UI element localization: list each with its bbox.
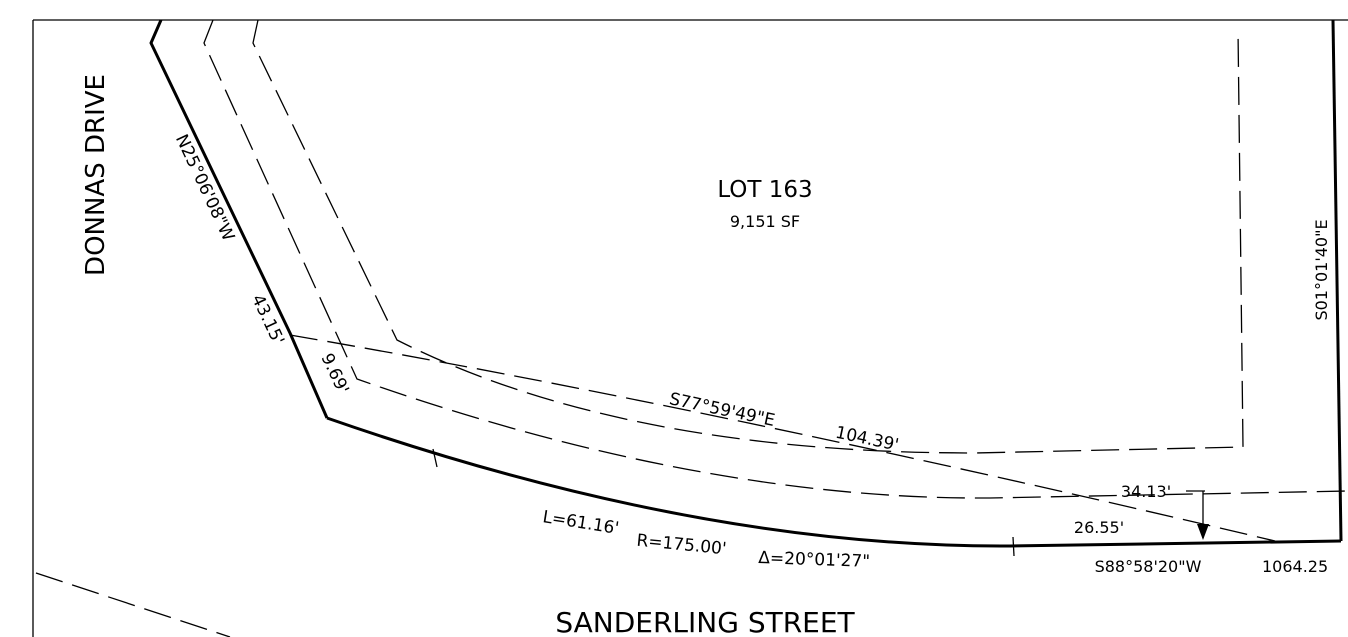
curve-length-label: L=61.16' xyxy=(541,507,620,539)
lot-boundary-south xyxy=(1009,539,1342,548)
west-distance-label: 43.15' xyxy=(247,291,288,348)
sheet-frame xyxy=(32,19,1348,637)
lot-boundary-west xyxy=(149,19,329,419)
chord-line xyxy=(289,334,1276,542)
curve-tick-east xyxy=(1012,536,1015,557)
curve-radius-label: R=175.00' xyxy=(636,531,728,560)
right-offset-label: 34.13' xyxy=(1121,482,1171,501)
west-bearing-label: N25°06'08"W xyxy=(171,131,238,244)
west-segment-label: 9.69' xyxy=(316,350,352,397)
center-bearing-label: S77°59'49"E xyxy=(667,389,776,431)
lot-boundary-east xyxy=(1331,19,1343,542)
lot-boundary-curve xyxy=(326,416,1011,548)
setback-line-inner xyxy=(252,19,1244,454)
lot-area: 9,151 SF xyxy=(730,212,800,231)
east-bearing-label: S01°01'40"E xyxy=(1312,219,1331,320)
offset-dimension-arrow xyxy=(1186,490,1209,540)
curve-delta-label: Δ=20°01'27" xyxy=(758,548,870,572)
setback-line-outer xyxy=(203,19,1348,499)
street-label-sanderling: SANDERLING STREET xyxy=(555,606,855,637)
lot-number: LOT 163 xyxy=(717,177,812,203)
south-bearing-label: S88°58'20"W xyxy=(1095,557,1202,576)
south-distance-label: 1064.25 xyxy=(1262,557,1328,576)
street-centerline xyxy=(35,572,231,637)
lower-offset-label: 26.55' xyxy=(1074,518,1124,537)
curve-tick-west xyxy=(432,448,438,468)
street-label-donnas: DONNAS DRIVE xyxy=(81,74,111,276)
